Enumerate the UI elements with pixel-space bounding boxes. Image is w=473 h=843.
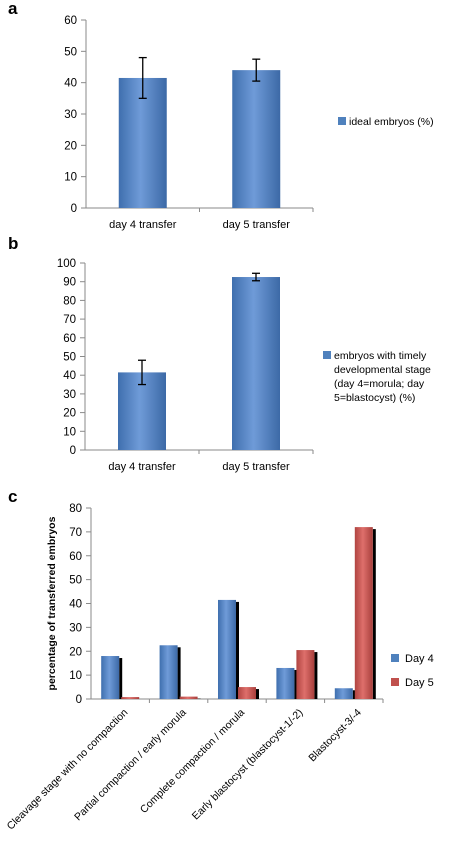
- bar-day-4-1: [159, 645, 178, 699]
- bar-ideal-embryos--1: [232, 70, 281, 208]
- y-tick-label: 20: [64, 140, 77, 152]
- legend-label-line: developmental stage: [334, 364, 431, 376]
- panel-label: a: [8, 0, 18, 18]
- bar-ideal-embryos--0: [118, 77, 167, 208]
- bar-shadow: [256, 689, 259, 699]
- bar-embryos-with-timely-developmental-stage-day-4-morula-day-5-blastocyst--0: [118, 372, 166, 450]
- y-tick-label: 70: [69, 527, 82, 539]
- y-tick-label: 50: [63, 352, 76, 364]
- panel-a-chart: a 0 10 20 30 40 50 60 day 4 transfer day 5 transf…: [8, 0, 434, 231]
- x-category-label: day 5 transfer: [223, 219, 291, 231]
- y-tick-label: 80: [63, 295, 76, 307]
- x-category-label: day 4 transfer: [109, 219, 177, 231]
- y-tick-label: 40: [69, 599, 82, 611]
- y-tick-label: 0: [70, 445, 76, 457]
- bar-day-4-2: [218, 599, 236, 699]
- bar-shadow: [119, 658, 123, 699]
- y-tick-label: 60: [64, 15, 77, 27]
- legend-label-line: 5=blastocyst) (%): [334, 392, 415, 404]
- panel-b-chart: b 0 10 20 30 40 50 60 70 80 90 100 day 4 transfer day…: [8, 234, 431, 473]
- legend-label: Day 5: [405, 677, 434, 689]
- legend-swatch: [338, 117, 346, 125]
- legend-swatch: [323, 351, 331, 359]
- y-tick-label: 10: [69, 670, 82, 682]
- bar-day-5-4: [354, 527, 373, 699]
- bar-shadow: [294, 669, 298, 699]
- panel-label: c: [8, 487, 17, 506]
- bar-shadow: [177, 647, 181, 699]
- y-tick-label: 0: [76, 694, 82, 706]
- x-category-label: day 5 transfer: [222, 461, 290, 473]
- y-tick-label: 0: [71, 203, 77, 215]
- bar-day-5-0: [121, 697, 140, 699]
- legend-label-line: embryos with timely: [334, 350, 427, 362]
- bar-day-5-3: [296, 650, 315, 699]
- bar-shadow: [372, 529, 376, 699]
- y-tick-label: 90: [63, 277, 76, 289]
- x-category-label: Blastocyst-3/-4: [306, 707, 364, 765]
- legend-label: Day 4: [405, 653, 434, 665]
- y-tick-label: 30: [63, 389, 76, 401]
- y-tick-label: 70: [63, 314, 76, 326]
- x-category-label: Cleavage stage with no compaction: [5, 707, 131, 833]
- y-tick-label: 40: [63, 370, 76, 382]
- bar-shadow: [352, 690, 356, 699]
- y-tick-label: 40: [64, 78, 77, 90]
- bar-day-4-4: [334, 688, 353, 699]
- y-axis-title: percentage of transferred embryos: [46, 516, 58, 690]
- y-tick-label: 20: [63, 408, 76, 420]
- x-category-label: Complete compaction / morula: [138, 707, 247, 816]
- y-tick-label: 20: [69, 646, 82, 658]
- y-tick-label: 50: [69, 575, 82, 587]
- x-category-label: Partial compaction / early morula: [72, 707, 189, 824]
- legend-label: ideal embryos (%): [349, 116, 434, 128]
- legend-label-line: (day 4=morula; day: [334, 378, 425, 390]
- bar-day-5-1: [179, 696, 198, 699]
- bar-embryos-with-timely-developmental-stage-day-4-morula-day-5-blastocyst--1: [232, 277, 280, 450]
- bar-shadow: [236, 601, 239, 699]
- y-tick-label: 30: [69, 622, 82, 634]
- panel-label: b: [8, 234, 18, 253]
- bar-day-4-3: [276, 667, 295, 699]
- y-tick-label: 100: [57, 258, 76, 270]
- legend-swatch: [391, 678, 399, 686]
- y-tick-label: 60: [63, 333, 76, 345]
- y-tick-label: 10: [64, 172, 77, 184]
- legend-swatch: [391, 654, 399, 662]
- panel-c-chart: c 0 10 20 30 40 50 60 70 80 percentage of transfer…: [5, 487, 434, 832]
- x-category-label: Early blastocyst (blastocyst-1/-2): [190, 707, 306, 823]
- bar-day-5-2: [238, 687, 256, 699]
- y-tick-label: 60: [69, 551, 82, 563]
- bar-shadow: [314, 652, 318, 699]
- y-tick-label: 10: [63, 426, 76, 438]
- y-tick-label: 80: [69, 503, 82, 515]
- y-tick-label: 50: [64, 46, 77, 58]
- y-tick-label: 30: [64, 109, 77, 121]
- bar-day-4-0: [101, 656, 120, 699]
- x-category-label: day 4 transfer: [108, 461, 176, 473]
